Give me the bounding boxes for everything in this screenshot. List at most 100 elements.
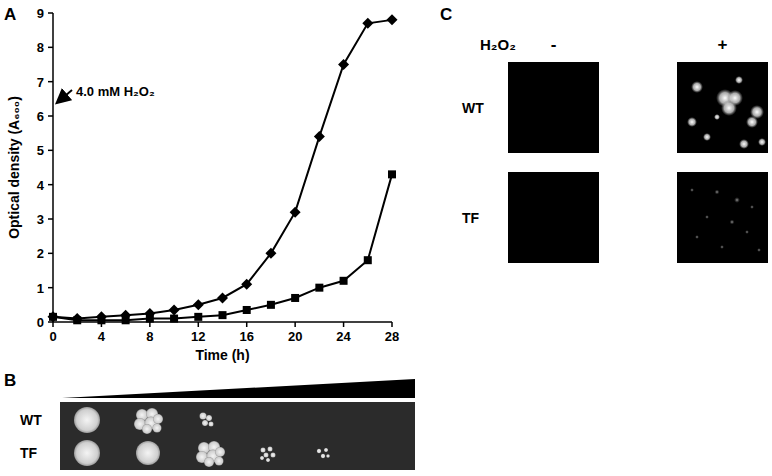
x-tick [343, 322, 345, 327]
y-tick [48, 47, 53, 49]
x-tick-label: 16 [239, 329, 253, 344]
x-tick-label: 8 [146, 329, 153, 344]
plot-area [48, 14, 398, 324]
x-tick [198, 322, 200, 327]
point [388, 170, 396, 178]
cell [750, 205, 754, 209]
point [170, 315, 178, 323]
point [387, 14, 398, 25]
point [290, 207, 301, 218]
colony [266, 458, 270, 462]
panel-label: A [4, 5, 16, 24]
y-tick [48, 12, 53, 14]
treatment-label: H₂O₂ [480, 36, 516, 53]
point [338, 59, 349, 70]
cell [691, 81, 703, 93]
x-tick-label: 28 [385, 329, 399, 344]
colony [215, 447, 225, 457]
y-tick-label: 8 [37, 40, 44, 55]
point [267, 301, 275, 309]
y-axis-line [52, 13, 54, 322]
cell [705, 215, 709, 219]
cell [721, 100, 737, 116]
x-tick-label: 0 [49, 329, 56, 344]
cell [690, 188, 694, 192]
cell [695, 235, 699, 239]
annotation-arrow [58, 90, 72, 102]
background [0, 0, 772, 476]
figure: A04812162024280123456789Time (h)Optical … [0, 0, 772, 476]
panel-label: C [440, 5, 452, 24]
cell [714, 114, 720, 120]
y-tick [48, 287, 53, 289]
colony [260, 456, 264, 460]
plate [60, 402, 415, 470]
axes [53, 13, 392, 322]
point [241, 279, 252, 290]
x-tick [246, 322, 248, 327]
x-tick [391, 322, 393, 327]
colony [209, 422, 214, 427]
cells [687, 76, 766, 252]
y-tick [48, 81, 53, 83]
row-label: TF [20, 445, 38, 461]
cell [746, 116, 758, 128]
cell [703, 133, 711, 141]
point [169, 304, 180, 315]
point [219, 311, 227, 319]
x-tick-label: 4 [98, 329, 106, 344]
series-line [53, 174, 392, 320]
y-tick-label: 1 [37, 281, 44, 296]
y-axis-label: Optical density (A₆₀₀) [6, 96, 22, 239]
colony [153, 414, 163, 424]
point [291, 294, 299, 302]
point [364, 256, 372, 264]
colony [321, 454, 325, 458]
colony [324, 448, 328, 452]
micrograph [508, 172, 599, 263]
point [48, 311, 59, 322]
point [362, 18, 373, 29]
point [243, 306, 251, 314]
annotation: 4.0 mM H₂O₂ [76, 84, 155, 99]
point [314, 131, 325, 142]
x-tick-label: 20 [288, 329, 302, 344]
cell [730, 220, 735, 225]
y-tick [48, 184, 53, 186]
colony [153, 424, 162, 433]
cell [734, 197, 740, 203]
point [315, 284, 323, 292]
cell [735, 76, 743, 84]
colony [204, 457, 214, 467]
cell [687, 117, 697, 127]
point [122, 316, 130, 324]
colony [215, 457, 224, 466]
y-tick-label: 6 [37, 109, 44, 124]
point [265, 248, 276, 259]
x-tick-label: 12 [191, 329, 205, 344]
y-tick-label: 0 [37, 315, 44, 330]
x-tick-label: 24 [336, 329, 351, 344]
cell [745, 230, 749, 234]
colony [202, 420, 208, 426]
colony [142, 424, 152, 434]
row-label: WT [20, 412, 42, 428]
point [217, 292, 228, 303]
y-tick-label: 3 [37, 212, 44, 227]
dilution-wedge [62, 379, 415, 398]
row-label: WT [462, 100, 484, 116]
micrograph [508, 62, 599, 153]
cell [758, 138, 766, 146]
micrograph [677, 62, 768, 153]
y-tick [48, 218, 53, 220]
point [49, 313, 57, 321]
point [340, 277, 348, 285]
colony [326, 454, 330, 458]
point [73, 316, 81, 324]
y-tick-label: 5 [37, 143, 44, 158]
point [72, 313, 83, 324]
cell [757, 248, 761, 252]
y-tick [48, 150, 53, 152]
y-tick-label: 4 [37, 178, 45, 193]
colony [206, 415, 212, 421]
